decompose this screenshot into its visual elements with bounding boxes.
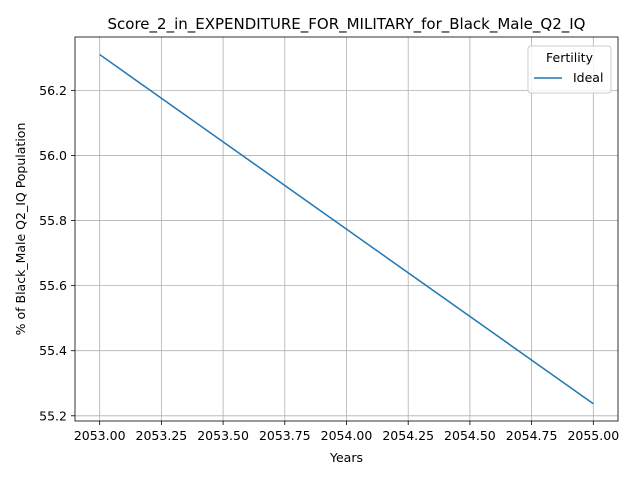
chart-title: Score_2_in_EXPENDITURE_FOR_MILITARY_for_… bbox=[108, 15, 586, 34]
x-tick-label: 2053.50 bbox=[197, 428, 249, 443]
y-tick-label: 55.6 bbox=[39, 278, 67, 293]
x-tick-label: 2054.50 bbox=[444, 428, 496, 443]
y-tick-label: 56.2 bbox=[39, 83, 67, 98]
y-tick-label: 56.0 bbox=[39, 148, 67, 163]
legend: Fertility Ideal bbox=[527, 45, 612, 94]
y-tick-label: 55.8 bbox=[39, 213, 67, 228]
legend-title: Fertility bbox=[546, 50, 594, 65]
y-tick-label: 55.2 bbox=[39, 408, 67, 423]
x-tick-label: 2053.75 bbox=[259, 428, 311, 443]
series-line-ideal bbox=[99, 53, 594, 405]
x-tick-label: 2054.25 bbox=[382, 428, 434, 443]
y-axis-label: % of Black_Male Q2_IQ Population bbox=[13, 123, 28, 336]
x-axis-label: Years bbox=[329, 450, 363, 465]
gridlines bbox=[75, 37, 618, 421]
x-tick-label: 2054.00 bbox=[321, 428, 373, 443]
legend-entry-ideal: Ideal bbox=[573, 70, 603, 85]
series-lines bbox=[99, 53, 594, 405]
x-tick-label: 2053.25 bbox=[136, 428, 188, 443]
y-tick-label: 55.4 bbox=[39, 343, 67, 358]
x-tick-label: 2053.00 bbox=[74, 428, 126, 443]
x-tick-label: 2054.75 bbox=[506, 428, 558, 443]
axis-ticks: 2053.00 2053.25 2053.50 2053.75 2054.00 2054.… bbox=[39, 83, 619, 443]
x-tick-label: 2055.00 bbox=[567, 428, 619, 443]
legend-box bbox=[527, 45, 612, 94]
